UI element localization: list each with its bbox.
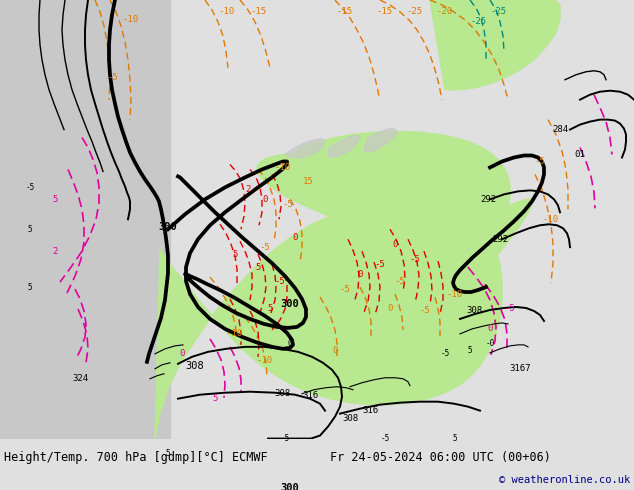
- Text: 0: 0: [262, 195, 268, 204]
- Text: -10: -10: [122, 15, 138, 24]
- Text: 5: 5: [256, 263, 261, 271]
- Polygon shape: [460, 199, 532, 304]
- Text: 300: 300: [281, 484, 299, 490]
- Text: 0: 0: [288, 340, 292, 348]
- Text: 5: 5: [28, 283, 32, 292]
- Text: -25: -25: [470, 18, 486, 26]
- Text: 0: 0: [179, 349, 184, 358]
- Text: -25: -25: [490, 7, 506, 17]
- Text: -5: -5: [283, 200, 294, 209]
- Text: -10: -10: [274, 163, 290, 172]
- Text: -5: -5: [380, 434, 390, 443]
- Text: 0: 0: [488, 324, 493, 333]
- Text: 5: 5: [268, 304, 273, 314]
- Text: 5: 5: [28, 225, 32, 234]
- Text: 01: 01: [574, 150, 585, 159]
- Text: -10: -10: [447, 290, 463, 298]
- Text: 0: 0: [292, 233, 298, 242]
- Text: -5: -5: [505, 304, 515, 314]
- Text: 308: 308: [466, 306, 482, 316]
- Polygon shape: [328, 136, 360, 157]
- Text: -10: -10: [227, 329, 243, 339]
- Text: 3167: 3167: [509, 364, 531, 373]
- Text: 5: 5: [53, 195, 58, 204]
- Text: -5: -5: [108, 73, 119, 82]
- Text: 15: 15: [302, 177, 313, 186]
- Text: -5: -5: [25, 183, 35, 192]
- Text: 284: 284: [552, 125, 568, 134]
- Text: -5: -5: [410, 255, 420, 264]
- Text: -5: -5: [280, 434, 290, 443]
- Text: 316: 316: [362, 406, 378, 415]
- Text: 5: 5: [468, 346, 472, 355]
- Text: -15: -15: [377, 7, 393, 17]
- Text: 5: 5: [212, 394, 217, 403]
- Text: -5: -5: [375, 260, 385, 269]
- Text: 5: 5: [232, 250, 238, 259]
- Polygon shape: [285, 139, 325, 157]
- Text: 292: 292: [480, 195, 496, 204]
- Text: -5: -5: [340, 285, 351, 294]
- Text: 0: 0: [358, 270, 363, 279]
- Text: 2: 2: [245, 185, 250, 194]
- Text: 308: 308: [186, 361, 204, 371]
- Text: -10: -10: [257, 356, 273, 366]
- Polygon shape: [155, 200, 502, 439]
- Text: -20: -20: [437, 7, 453, 17]
- Text: 300: 300: [158, 222, 178, 232]
- Text: © weatheronline.co.uk: © weatheronline.co.uk: [499, 475, 630, 485]
- Text: -25: -25: [407, 7, 423, 17]
- Text: 0: 0: [392, 240, 398, 249]
- Polygon shape: [0, 0, 170, 439]
- Polygon shape: [430, 0, 560, 90]
- Text: 292: 292: [492, 235, 508, 244]
- Text: 300: 300: [281, 299, 299, 309]
- Text: -5: -5: [441, 349, 450, 358]
- Text: 316: 316: [302, 391, 318, 400]
- Text: 5: 5: [453, 434, 457, 443]
- Polygon shape: [257, 131, 510, 239]
- Text: 5: 5: [165, 449, 171, 458]
- Text: -5: -5: [534, 157, 545, 166]
- Polygon shape: [364, 128, 397, 152]
- Text: 0: 0: [387, 304, 392, 314]
- Text: 324: 324: [72, 374, 88, 383]
- Text: 308: 308: [342, 414, 358, 423]
- Text: -5: -5: [394, 276, 405, 286]
- Text: -15: -15: [250, 7, 266, 17]
- Text: -5: -5: [260, 243, 270, 252]
- Text: 308: 308: [274, 389, 290, 398]
- Text: 2: 2: [53, 246, 58, 256]
- Text: Fr 24-05-2024 06:00 UTC (00+06): Fr 24-05-2024 06:00 UTC (00+06): [330, 451, 551, 464]
- Text: -10: -10: [218, 7, 234, 17]
- Text: -0: -0: [486, 340, 495, 348]
- Text: -15: -15: [337, 7, 353, 17]
- Text: -10: -10: [542, 215, 558, 224]
- Text: Height/Temp. 700 hPa [gdmp][°C] ECMWF: Height/Temp. 700 hPa [gdmp][°C] ECMWF: [4, 451, 268, 464]
- Text: -5: -5: [275, 276, 285, 286]
- Text: 0: 0: [332, 346, 338, 355]
- Text: -5: -5: [420, 306, 430, 316]
